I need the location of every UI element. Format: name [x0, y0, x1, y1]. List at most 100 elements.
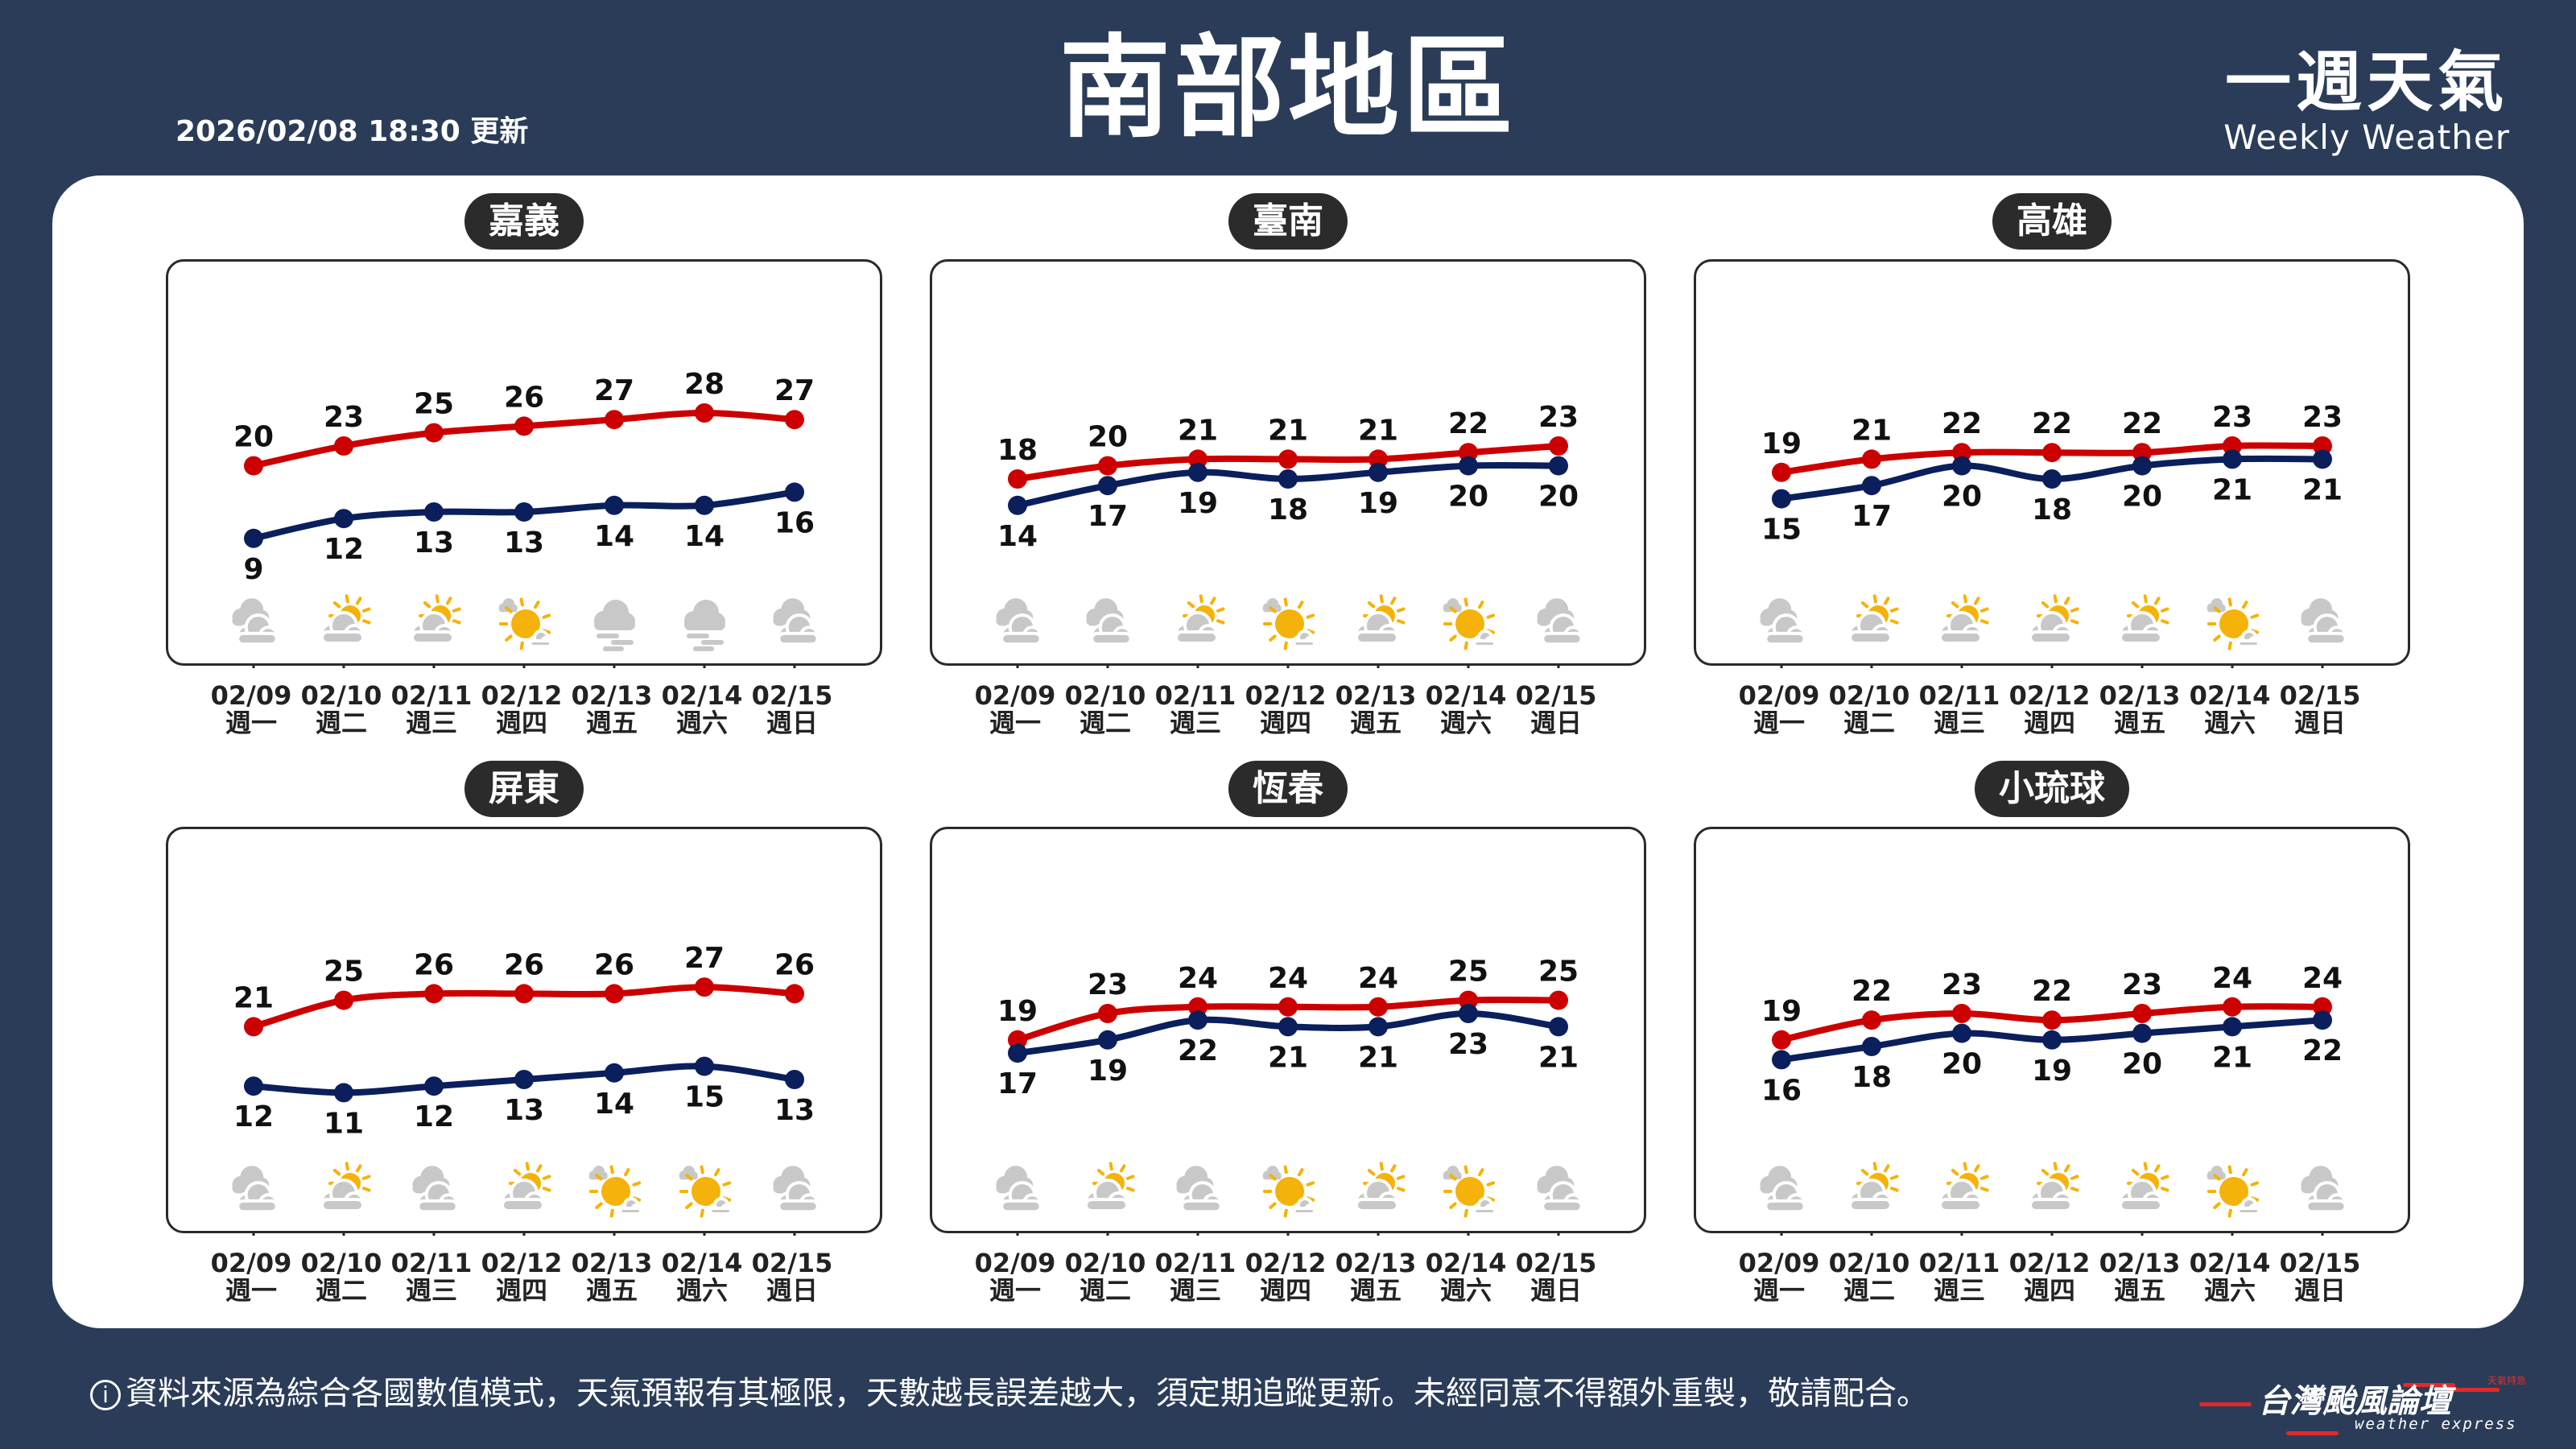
high-temp-point: [1368, 449, 1388, 469]
date-label: 02/09: [974, 1248, 1056, 1278]
temperature-chart: 21 25 26 26 26 27 26 12 11 12 13 14 15 13: [232, 942, 819, 1236]
high-temp-point: [244, 1017, 263, 1037]
low-temp-point: [334, 509, 353, 529]
partly-cloudy-icon: [1355, 594, 1406, 645]
mostly-sunny-icon: [498, 597, 552, 650]
day-label: 02/15 週日: [752, 682, 833, 737]
low-temp-point: [785, 482, 804, 502]
day-label: 02/10 週二: [301, 682, 382, 737]
forecast-panel: 21 25 26 26 26 27 26 12 11 12 13 14 15 13: [166, 827, 882, 1236]
date-label: 02/11: [1918, 1248, 2000, 1278]
day-label: 02/12 週四: [481, 682, 563, 737]
info-icon: i: [90, 1380, 121, 1410]
day-label: 02/09 週一: [975, 1249, 1056, 1304]
weekday-label: 週一: [989, 708, 1041, 738]
low-temp-label: 21: [1358, 1041, 1398, 1074]
low-temp-label: 23: [1448, 1028, 1488, 1061]
day-label: 02/15 週日: [752, 1249, 833, 1304]
partly-cloudy-icon: [1355, 1162, 1406, 1212]
low-temp-point: [1549, 1017, 1568, 1037]
high-temp-label: 22: [2032, 975, 2072, 1008]
cloudy-icon: [1176, 1166, 1223, 1214]
day-label: 02/09 週一: [1739, 682, 1820, 737]
low-temp-point: [1368, 1017, 1388, 1037]
low-temp-point: [695, 495, 714, 515]
day-label: 02/11 週三: [1155, 682, 1236, 737]
date-label: 02/14: [661, 1248, 743, 1278]
low-temp-point: [1772, 489, 1791, 509]
location-label: 臺南: [1228, 193, 1348, 250]
weekday-label: 週一: [225, 1275, 277, 1306]
low-temp-label: 13: [774, 1094, 815, 1127]
high-temp-label: 26: [504, 948, 544, 981]
date-label: 02/14: [2189, 680, 2271, 711]
date-label: 02/13: [1335, 1248, 1417, 1278]
high-temp-label: 28: [684, 368, 724, 401]
weekday-label: 週五: [1349, 708, 1402, 738]
day-label: 02/13 週五: [1335, 682, 1417, 737]
high-temp-point: [695, 977, 714, 997]
date-label: 02/15: [751, 1248, 833, 1278]
date-label: 02/10: [1828, 1248, 1910, 1278]
date-label: 02/13: [2099, 1248, 2181, 1278]
mostly-sunny-icon: [1443, 1165, 1496, 1218]
high-temp-point: [1459, 990, 1478, 1010]
cloudy-icon: [412, 1166, 459, 1214]
low-temp-label: 16: [1761, 1074, 1802, 1107]
high-temp-point: [2132, 443, 2152, 463]
weekday-label: 週六: [2203, 1275, 2256, 1306]
low-temp-label: 15: [1761, 514, 1802, 547]
forecast-panel: 19 21 22 22 22 23 23 15 17 20 18 20 21 21: [1694, 259, 2410, 668]
day-label: 02/14 週六: [1426, 1249, 1507, 1304]
weekday-label: 週日: [1530, 708, 1582, 738]
cloudy-icon: [773, 1166, 819, 1214]
weekday-label: 週六: [675, 1275, 728, 1306]
weekday-label: 週六: [1439, 708, 1492, 738]
high-temp-label: 25: [1538, 956, 1579, 989]
weekday-label: 週二: [315, 1275, 367, 1306]
low-temp-label: 21: [2302, 473, 2343, 506]
brand-title: 一週天氣: [2225, 44, 2509, 121]
high-temp-point: [1188, 997, 1208, 1017]
cloudy-icon: [1537, 1166, 1583, 1214]
date-label: 02/09: [974, 680, 1056, 711]
date-label: 02/10: [1064, 1248, 1146, 1278]
high-temp-point: [1008, 469, 1027, 489]
high-temp-label: 23: [1088, 968, 1128, 1001]
day-label: 02/10 週二: [1829, 1249, 1910, 1304]
high-temp-point: [1008, 1030, 1027, 1050]
low-temp-label: 19: [1178, 487, 1218, 520]
weekday-label: 週三: [1933, 708, 1985, 738]
forecast-panel: 19 22 23 22 23 24 24 16 18 20 19 20 21 22: [1694, 827, 2410, 1236]
date-label: 02/09: [210, 1248, 292, 1278]
weekday-label: 週六: [1439, 1275, 1492, 1306]
weekday-label: 週二: [1843, 708, 1895, 738]
location-label: 高雄: [1992, 193, 2112, 250]
low-temp-label: 9: [243, 553, 263, 586]
mostly-sunny-icon: [1443, 597, 1496, 650]
date-label: 02/09: [210, 680, 292, 711]
day-label: 02/12 週四: [2009, 1249, 2091, 1304]
cloudy-icon: [996, 1166, 1042, 1214]
day-label: 02/09 週一: [975, 682, 1056, 737]
high-temp-label: 21: [233, 981, 274, 1014]
day-label: 02/11 週三: [1919, 1249, 2000, 1304]
high-temp-label: 23: [2122, 968, 2162, 1001]
day-label: 02/09 週一: [1739, 1249, 1820, 1304]
high-temp-label: 20: [1088, 421, 1128, 454]
weekday-label: 週三: [405, 708, 457, 738]
low-temp-point: [2313, 1010, 2332, 1030]
date-label: 02/14: [1425, 1248, 1507, 1278]
high-temp-point: [605, 410, 624, 430]
weekday-label: 週四: [495, 1275, 547, 1306]
low-temp-label: 20: [1538, 481, 1579, 514]
date-label: 02/13: [1335, 680, 1417, 711]
high-temp-point: [514, 416, 534, 436]
low-temp-point: [244, 1076, 263, 1096]
day-label: 02/12 週四: [2009, 682, 2091, 737]
high-temp-label: 27: [594, 374, 634, 407]
partly-cloudy-icon: [1174, 594, 1225, 645]
high-temp-label: 25: [324, 956, 364, 989]
weekday-label: 週五: [2113, 708, 2165, 738]
location-label: 恆春: [1228, 761, 1348, 817]
